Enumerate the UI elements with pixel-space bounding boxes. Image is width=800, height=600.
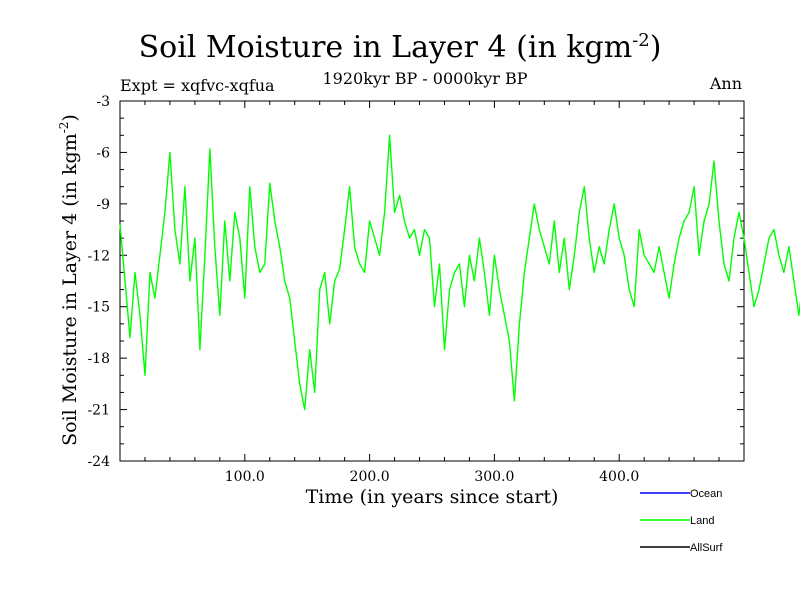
x-tick-label: 400.0 xyxy=(599,469,639,485)
y-axis-label: Soil Moisture in Layer 4 (in kgm-2) xyxy=(57,114,81,446)
y-tick-label: -18 xyxy=(87,351,110,367)
legend-label-ocean: Ocean xyxy=(690,488,722,500)
y-tick-label: -9 xyxy=(96,197,110,213)
legend: Ocean Land AllSurf xyxy=(640,488,723,554)
y-tick-label: -24 xyxy=(87,454,110,470)
x-tick-label: 200.0 xyxy=(350,469,390,485)
y-tick-label: -3 xyxy=(96,94,110,110)
y-tick-label: -15 xyxy=(87,300,110,316)
chart-title: Soil Moisture in Layer 4 (in kgm-2) xyxy=(0,30,800,65)
y-axis-label-text: Soil Moisture in Layer 4 (in kgm xyxy=(59,133,81,446)
x-axis-label: Time (in years since start) xyxy=(306,486,559,508)
x-tick-label: 300.0 xyxy=(474,469,514,485)
x-tick-label: 100.0 xyxy=(225,469,265,485)
chart-title-superscript: -2 xyxy=(632,30,650,51)
svg-text:Soil Moisture in Layer 4 (in k: Soil Moisture in Layer 4 (in kgm-2) xyxy=(57,114,81,446)
legend-label-allsurf: AllSurf xyxy=(690,542,723,554)
series-line-land xyxy=(119,134,800,411)
chart-title-close: ) xyxy=(649,30,662,65)
period-label: 1920kyr BP - 0000kyr BP xyxy=(322,69,528,88)
experiment-label: Expt = xqfvc-xqfua xyxy=(120,76,275,95)
legend-label-land: Land xyxy=(690,515,714,527)
y-tick-label: -21 xyxy=(87,403,110,419)
y-tick-label: -6 xyxy=(96,145,110,161)
y-axis-label-close: ) xyxy=(59,114,81,121)
season-label: Ann xyxy=(709,74,742,93)
y-axis-label-superscript: -2 xyxy=(57,122,71,134)
y-tick-label: -12 xyxy=(87,248,110,264)
plot-frame xyxy=(119,100,745,462)
chart-title-text: Soil Moisture in Layer 4 (in kgm xyxy=(138,30,633,65)
plot-area: -3 -6 -9 -12 -15 -18 -21 -24 100.0 200.0 300.0 400.… xyxy=(87,94,800,485)
